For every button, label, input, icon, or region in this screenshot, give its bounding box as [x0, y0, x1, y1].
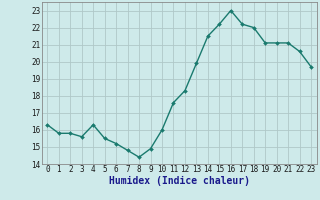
X-axis label: Humidex (Indice chaleur): Humidex (Indice chaleur)	[109, 176, 250, 186]
